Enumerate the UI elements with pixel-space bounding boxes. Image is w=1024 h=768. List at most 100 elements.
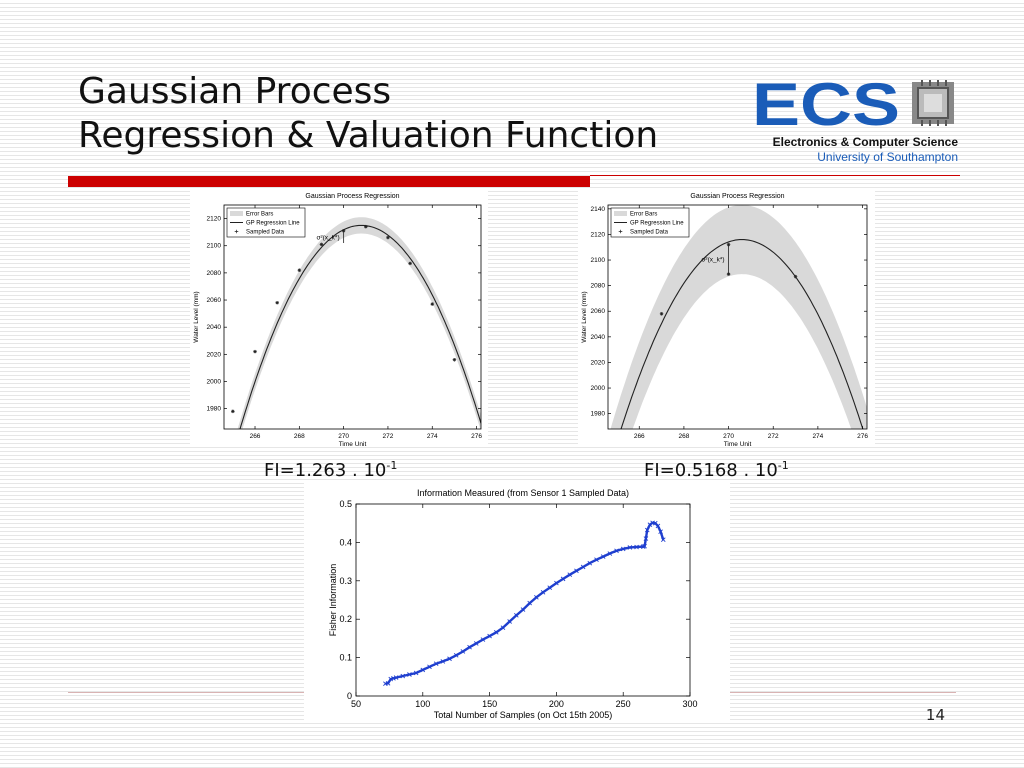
x-tick-label: 268	[294, 433, 305, 440]
y-tick-label: 0.5	[339, 499, 352, 509]
fisher-point	[388, 676, 394, 682]
y-tick-label: 2040	[207, 324, 222, 331]
legend-label-point: Sampled Data	[246, 230, 285, 236]
fisher-point	[487, 633, 492, 639]
x-tick-label: 274	[812, 433, 823, 440]
x-tick-label: 266	[634, 433, 645, 440]
sampled-point	[430, 302, 435, 306]
fisher-point	[447, 656, 452, 662]
legend-label-line: GP Regression Line	[246, 221, 300, 227]
y-tick-label: 0.2	[339, 614, 352, 624]
y-tick-label: 2080	[591, 283, 606, 290]
ecs-logo: ECS	[752, 71, 958, 166]
x-tick-label: 200	[549, 699, 564, 709]
fi-caption-right: FI=0.5168 . 10-1	[644, 459, 789, 481]
legend-swatch-point	[234, 229, 239, 234]
x-axis-label: Time Unit	[724, 441, 752, 446]
x-tick-label: 100	[415, 699, 430, 709]
axes-box	[223, 204, 482, 430]
legend-swatch-error	[230, 211, 243, 216]
sampled-point	[275, 300, 279, 305]
gp-chart-right-svg: Gaussian Process Regression σ²(x_k*) 266 26…	[581, 193, 868, 446]
sampled-point	[297, 268, 302, 272]
fisher-point	[594, 557, 599, 562]
gp-chart-left-svg: Gaussian Process Regression σ²(x_k*) 266 26…	[193, 193, 482, 446]
error-band	[237, 217, 481, 429]
x-tick-label: 250	[616, 699, 631, 709]
y-tick-label: 2040	[591, 334, 606, 341]
fisher-point	[391, 676, 396, 681]
fi-caption-left: FI=1.263 . 10-1	[264, 459, 397, 481]
sampled-point	[659, 312, 664, 316]
x-axis-label: Total Number of Samples (on Oct 15th 200…	[434, 710, 613, 720]
logo-line1: Electronics & Computer Science	[772, 135, 958, 149]
fi-caption-right-value: FI=0.5168 . 10	[644, 460, 778, 481]
sampled-point	[452, 357, 457, 362]
y-tick-label: 2020	[207, 351, 222, 358]
sampled-point	[793, 274, 798, 279]
y-tick-label: 2060	[591, 308, 606, 315]
fisher-point	[642, 543, 647, 549]
x-tick-label: 276	[857, 433, 868, 440]
fisher-point	[420, 667, 426, 673]
fisher-point	[407, 672, 412, 677]
fisher-point	[493, 629, 499, 635]
y-axis-label: Water Level (mm)	[581, 291, 588, 342]
sampled-point	[319, 242, 324, 247]
x-tick-label: 270	[338, 433, 349, 440]
y-tick-label: 2100	[591, 257, 606, 264]
y-tick-label: 0.1	[339, 653, 352, 663]
fisher-point	[393, 675, 399, 680]
fisher-point	[527, 600, 532, 606]
legend-swatch-point	[618, 229, 623, 234]
y-tick-label: 2000	[591, 385, 606, 392]
legend: Error Bars GP Regression Line Sampled Data	[610, 207, 690, 238]
slide-title: Gaussian Process Regression & Valuation …	[78, 70, 658, 158]
fisher-point	[507, 619, 512, 624]
fisher-point	[600, 554, 606, 559]
fisher-point	[547, 585, 553, 591]
chart-title: Gaussian Process Regression	[305, 193, 399, 200]
y-axis-label: Fisher Information	[328, 564, 338, 637]
ecs-logo-mark: ECS	[752, 71, 954, 138]
fisher-point	[574, 568, 579, 574]
fisher-point	[540, 590, 546, 595]
y-tick-label: 0	[347, 691, 352, 701]
sampled-point	[363, 224, 368, 229]
title-underline-bar	[68, 176, 590, 187]
legend-label-line: GP Regression Line	[630, 221, 684, 227]
chart-title: Gaussian Process Regression	[690, 193, 784, 200]
x-tick-label: 272	[383, 433, 394, 440]
y-tick-label: 0.4	[339, 537, 352, 547]
legend-swatch-error	[614, 211, 627, 216]
slide-title-line2: Regression & Valuation Function	[78, 115, 659, 156]
x-tick-label: 268	[678, 433, 689, 440]
y-tick-label: 2060	[207, 297, 222, 304]
x-tick-label: 266	[250, 433, 261, 440]
fi-caption-left-exponent: -1	[386, 459, 398, 472]
gp-chart-right: Gaussian Process Regression σ²(x_k*) 266 26…	[578, 189, 875, 446]
x-tick-label: 50	[351, 699, 361, 709]
fisher-point	[640, 544, 646, 549]
fisher-point	[460, 649, 466, 654]
y-tick-label: 2000	[207, 378, 222, 385]
x-tick-label: 274	[427, 433, 438, 440]
fisher-point	[658, 529, 663, 534]
error-band	[610, 205, 867, 429]
gp-regression-line	[239, 224, 481, 429]
fisher-point	[627, 545, 633, 550]
fisher-point	[554, 580, 559, 586]
fisher-point	[427, 664, 432, 670]
axes-box	[355, 503, 691, 697]
slide-title-line1: Gaussian Process	[78, 71, 392, 112]
fisher-point	[560, 576, 566, 582]
fisher-point	[473, 641, 479, 646]
x-tick-label: 270	[723, 433, 734, 440]
fisher-point	[614, 548, 619, 554]
legend-label-error: Error Bars	[246, 212, 273, 218]
fisher-point	[400, 673, 406, 679]
fisher-point	[607, 551, 613, 556]
y-tick-label: 2120	[591, 231, 606, 238]
sigma-annotation: σ²(x_k*)	[316, 235, 339, 242]
gp-chart-left: Gaussian Process Regression σ²(x_k*) 266 26…	[190, 189, 488, 446]
